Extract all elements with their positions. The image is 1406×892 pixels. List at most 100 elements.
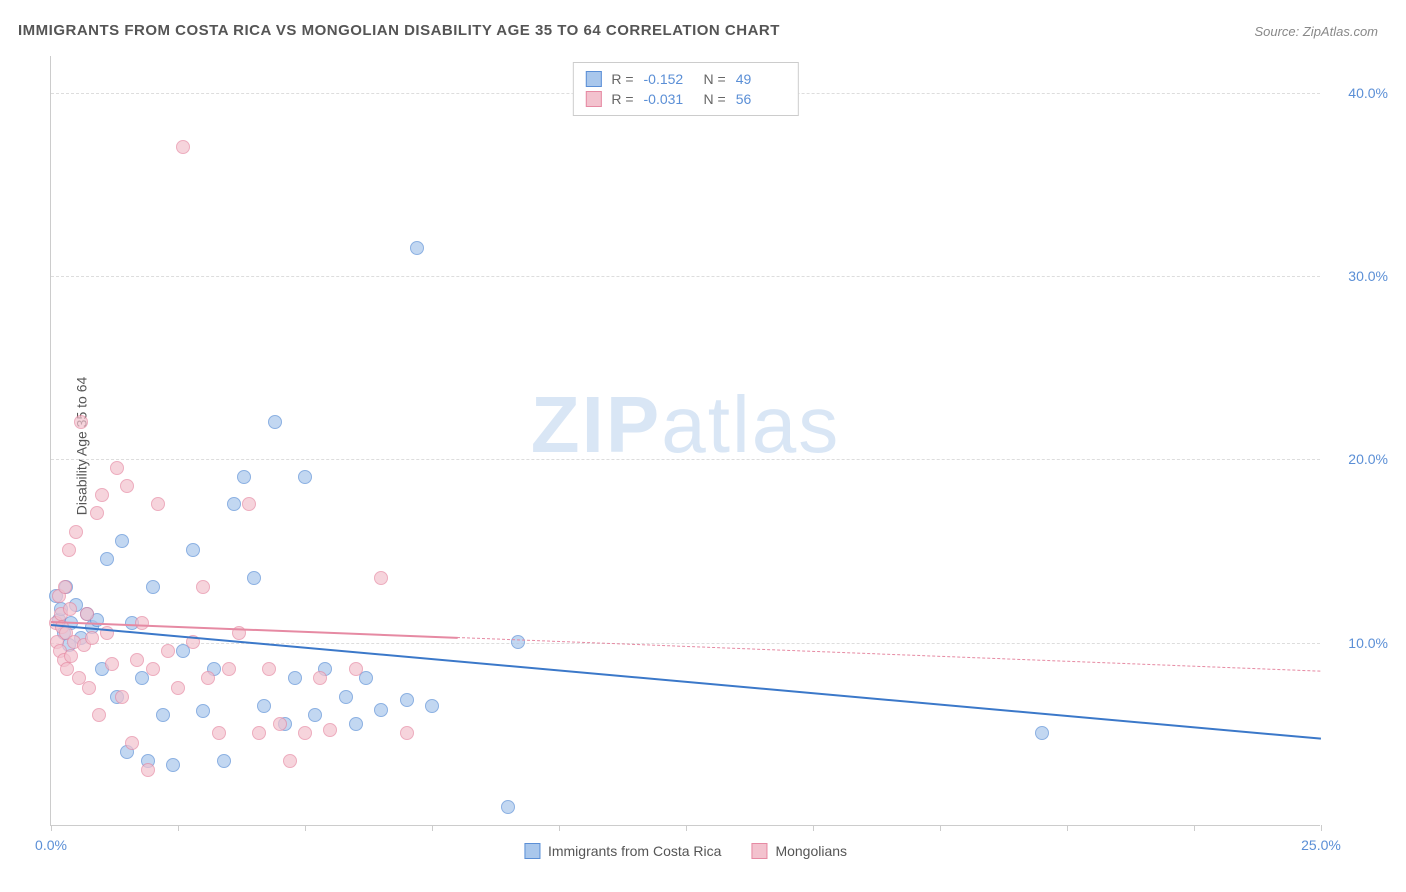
watermark-rest: atlas — [661, 380, 840, 469]
scatter-point — [151, 497, 165, 511]
scatter-point — [400, 693, 414, 707]
n-value: 56 — [736, 91, 786, 107]
scatter-point — [186, 543, 200, 557]
scatter-point — [410, 241, 424, 255]
scatter-point — [82, 681, 96, 695]
scatter-point — [247, 571, 261, 585]
legend-label: Immigrants from Costa Rica — [548, 843, 721, 859]
legend-item: Immigrants from Costa Rica — [524, 843, 721, 859]
scatter-point — [257, 699, 271, 713]
scatter-point — [339, 690, 353, 704]
scatter-point — [252, 726, 266, 740]
scatter-point — [146, 662, 160, 676]
x-tick — [305, 825, 306, 831]
scatter-point — [308, 708, 322, 722]
legend-swatch — [585, 91, 601, 107]
stats-legend: R = -0.152 N = 49R = -0.031 N = 56 — [572, 62, 798, 116]
gridline — [51, 276, 1320, 277]
scatter-point — [400, 726, 414, 740]
scatter-point — [64, 649, 78, 663]
x-tick — [813, 825, 814, 831]
x-tick — [178, 825, 179, 831]
legend-swatch — [524, 843, 540, 859]
scatter-point — [74, 415, 88, 429]
scatter-point — [222, 662, 236, 676]
scatter-point — [298, 470, 312, 484]
x-tick-label: 25.0% — [1301, 837, 1341, 853]
x-tick — [686, 825, 687, 831]
r-label: R = — [611, 71, 633, 87]
chart-title: IMMIGRANTS FROM COSTA RICA VS MONGOLIAN … — [18, 22, 780, 39]
scatter-point — [110, 461, 124, 475]
scatter-point — [85, 631, 99, 645]
scatter-point — [511, 635, 525, 649]
scatter-point — [196, 704, 210, 718]
legend-swatch — [751, 843, 767, 859]
x-tick — [51, 825, 52, 831]
stats-legend-row: R =-0.031N =56 — [585, 89, 785, 109]
scatter-point — [90, 506, 104, 520]
scatter-point — [176, 140, 190, 154]
scatter-point — [115, 534, 129, 548]
legend-swatch — [585, 71, 601, 87]
y-tick-label: 10.0% — [1348, 635, 1388, 651]
scatter-point — [95, 488, 109, 502]
scatter-point — [120, 479, 134, 493]
n-label: N = — [704, 71, 726, 87]
n-value: 49 — [736, 71, 786, 87]
scatter-point — [268, 415, 282, 429]
scatter-point — [313, 671, 327, 685]
scatter-point — [298, 726, 312, 740]
scatter-point — [425, 699, 439, 713]
scatter-point — [288, 671, 302, 685]
watermark-bold: ZIP — [531, 380, 661, 469]
scatter-point — [156, 708, 170, 722]
scatter-point — [501, 800, 515, 814]
scatter-point — [58, 580, 72, 594]
watermark: ZIPatlas — [531, 379, 840, 471]
legend-item: Mongolians — [751, 843, 847, 859]
scatter-point — [374, 571, 388, 585]
scatter-point — [146, 580, 160, 594]
scatter-point — [242, 497, 256, 511]
scatter-point — [171, 681, 185, 695]
scatter-point — [130, 653, 144, 667]
scatter-point — [92, 708, 106, 722]
stats-legend-row: R = -0.152 N = 49 — [585, 69, 785, 89]
scatter-point — [217, 754, 231, 768]
r-value: -0.031 — [644, 91, 694, 107]
x-tick-label: 0.0% — [35, 837, 67, 853]
scatter-point — [349, 662, 363, 676]
scatter-point — [105, 657, 119, 671]
scatter-point — [1035, 726, 1049, 740]
scatter-point — [273, 717, 287, 731]
scatter-point — [63, 602, 77, 616]
scatter-point — [283, 754, 297, 768]
scatter-point — [125, 736, 139, 750]
scatter-point — [161, 644, 175, 658]
scatter-point — [80, 607, 94, 621]
x-tick — [432, 825, 433, 831]
scatter-point — [141, 763, 155, 777]
scatter-point — [349, 717, 363, 731]
scatter-point — [196, 580, 210, 594]
r-value: -0.152 — [644, 71, 694, 87]
y-tick-label: 20.0% — [1348, 451, 1388, 467]
x-tick — [1321, 825, 1322, 831]
source-label: Source: ZipAtlas.com — [1254, 24, 1378, 39]
scatter-point — [212, 726, 226, 740]
scatter-point — [69, 525, 83, 539]
y-tick-label: 40.0% — [1348, 85, 1388, 101]
scatter-point — [374, 703, 388, 717]
scatter-point — [227, 497, 241, 511]
n-label: N = — [704, 91, 726, 107]
x-tick — [940, 825, 941, 831]
series-legend: Immigrants from Costa Rica Mongolians — [524, 843, 847, 859]
scatter-point — [100, 552, 114, 566]
x-tick — [559, 825, 560, 831]
scatter-point — [166, 758, 180, 772]
scatter-point — [115, 690, 129, 704]
scatter-point — [262, 662, 276, 676]
scatter-point — [201, 671, 215, 685]
scatter-point — [62, 543, 76, 557]
